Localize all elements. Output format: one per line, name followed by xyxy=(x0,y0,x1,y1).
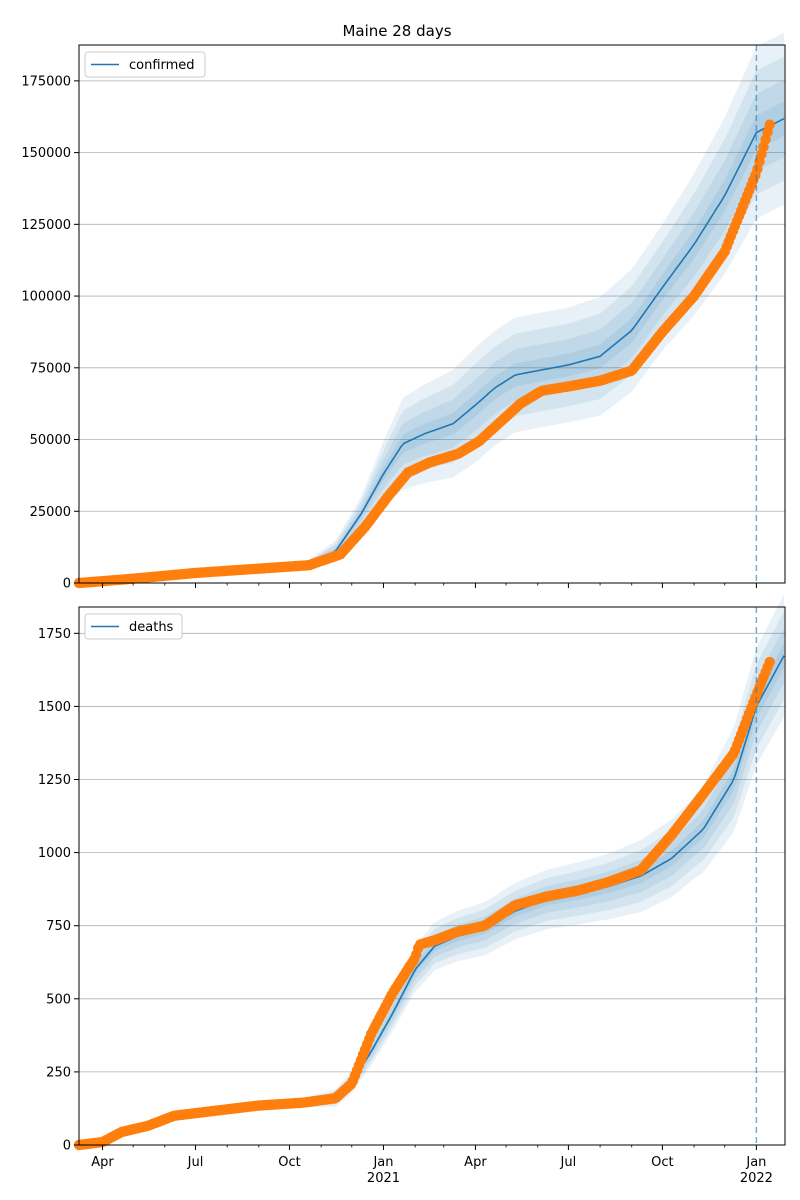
deaths-y-tick-label: 1000 xyxy=(38,846,71,861)
confirmed-y-ticks: 0 25000 50000 75000 100000 125000 150000 175000 xyxy=(21,74,79,592)
deaths-y-ticks: 0 250 500 750 1000 1250 1500 1750 xyxy=(38,627,79,1154)
confirmed-uncertainty-band xyxy=(79,56,784,583)
confirmed-grid xyxy=(79,80,785,512)
confirmed-axes-frame xyxy=(78,44,786,584)
confirmed-panel: 0 25000 50000 75000 100000 125000 150000 175000… xyxy=(21,32,786,592)
confirmed-legend-box xyxy=(84,51,206,78)
deaths-observed-points xyxy=(73,656,775,1151)
deaths-x-tick-label: Apr xyxy=(464,1155,487,1170)
confirmed-uncertainty-band xyxy=(79,32,784,584)
deaths-y-tick-label: 1500 xyxy=(38,700,71,715)
deaths-axes-frame xyxy=(78,606,786,1146)
deaths-uncertainty-band xyxy=(79,611,784,1145)
deaths-x-tick-label: Jul xyxy=(187,1155,204,1170)
confirmed-legend-label: confirmed xyxy=(129,58,195,73)
confirmed-observed-point xyxy=(764,119,775,130)
confirmed-y-tick-label: 25000 xyxy=(30,505,71,520)
deaths-uncertainty-band xyxy=(79,628,784,1145)
confirmed-uncertainty-band xyxy=(79,79,784,584)
deaths-x-tick-label: Jul xyxy=(560,1155,577,1170)
confirmed-y-tick-label: 150000 xyxy=(21,146,71,161)
confirmed-y-tick-label: 0 xyxy=(63,577,71,592)
chart-title: Maine 28 days xyxy=(342,22,451,40)
confirmed-y-tick-label: 100000 xyxy=(21,290,71,305)
confirmed-model-line xyxy=(78,117,785,584)
deaths-uncertainty-band xyxy=(79,643,784,1145)
deaths-y-tick-label: 0 xyxy=(63,1139,71,1154)
deaths-y-tick-label: 500 xyxy=(46,992,71,1007)
deaths-x-tick-label: Jan xyxy=(372,1155,393,1170)
deaths-y-tick-label: 750 xyxy=(46,919,71,934)
deaths-bands xyxy=(79,594,784,1145)
confirmed-y-tick-label: 125000 xyxy=(21,218,71,233)
deaths-legend: deaths xyxy=(84,613,183,640)
confirmed-y-tick-label: 50000 xyxy=(30,433,71,448)
deaths-legend-label: deaths xyxy=(129,620,174,635)
deaths-grid xyxy=(79,632,785,1073)
deaths-observed-point xyxy=(764,656,775,668)
confirmed-y-tick-label: 175000 xyxy=(21,74,71,89)
deaths-legend-box xyxy=(84,613,183,640)
confirmed-x-ticks xyxy=(101,583,757,588)
deaths-x-tick-label: Jan xyxy=(745,1155,766,1170)
confirmed-observed-points xyxy=(73,119,775,589)
deaths-y-tick-label: 1250 xyxy=(38,773,71,788)
deaths-y-tick-label: 250 xyxy=(46,1065,71,1080)
deaths-x-tick-year: 2022 xyxy=(740,1171,773,1186)
confirmed-bands xyxy=(79,32,784,584)
deaths-x-tick-label: Oct xyxy=(278,1155,300,1170)
deaths-x-tick-label: Apr xyxy=(91,1155,114,1170)
deaths-x-tick-label: Oct xyxy=(651,1155,673,1170)
deaths-x-tick-year: 2021 xyxy=(367,1171,400,1186)
confirmed-y-tick-label: 75000 xyxy=(30,361,71,376)
confirmed-legend: confirmed xyxy=(84,51,206,78)
deaths-y-tick-label: 1750 xyxy=(38,627,71,642)
confirmed-uncertainty-band xyxy=(79,101,784,583)
